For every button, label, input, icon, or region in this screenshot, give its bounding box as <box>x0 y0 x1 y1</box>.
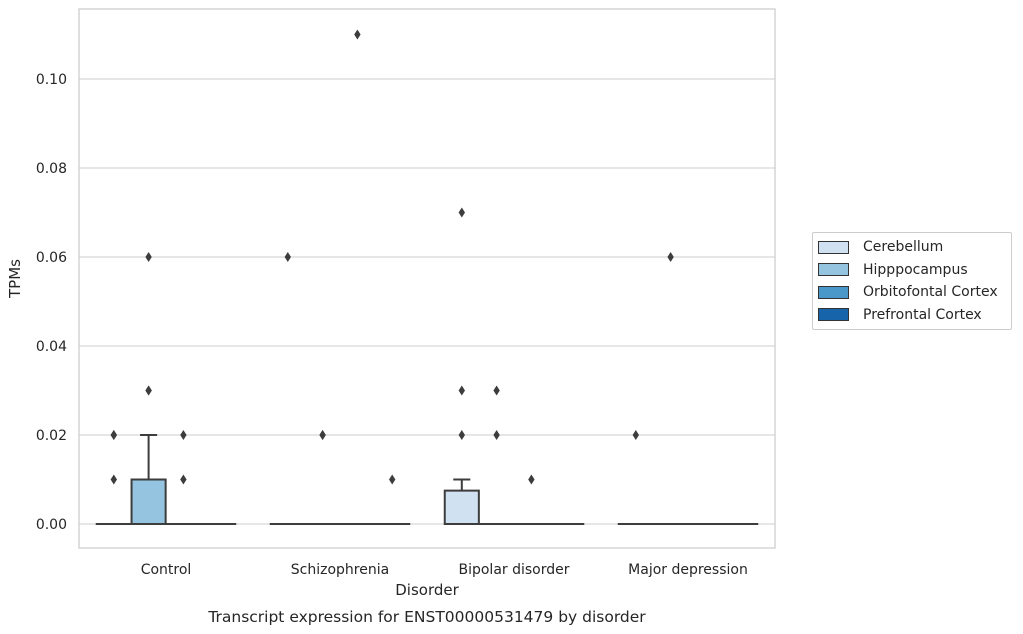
legend-label: Hipppocampus <box>863 261 968 278</box>
x-tick-label: Major depression <box>628 562 748 578</box>
outlier-point <box>493 385 500 396</box>
y-axis-ticks: 0.00 0.02 0.04 0.06 0.08 0.10 <box>36 72 67 533</box>
legend-swatch-hippocampus <box>818 263 849 277</box>
legend-label: Orbitofontal Cortex <box>863 284 998 301</box>
legend-swatch-cerebellum <box>818 240 849 254</box>
x-tick-label: Control <box>141 562 192 578</box>
x-tick-label: Schizophrenia <box>291 562 389 578</box>
outlier-point <box>389 474 396 485</box>
y-axis-label: TPMs <box>6 259 24 299</box>
outlier-point <box>180 430 187 440</box>
legend-label: Prefrontal Cortex <box>863 306 982 323</box>
y-tick-label: 0.02 <box>36 428 67 444</box>
x-tick-label: Bipolar disorder <box>458 562 569 578</box>
box <box>130 478 167 525</box>
outlier-point <box>458 207 465 218</box>
x-axis-label: Disorder <box>395 581 459 599</box>
outlier-point <box>110 474 117 485</box>
outlier-point <box>458 430 465 440</box>
y-tick-label: 0.10 <box>36 72 67 88</box>
outlier-point <box>319 430 326 440</box>
boxes <box>95 434 759 526</box>
outlier-point <box>145 385 152 396</box>
legend-item: Orbitofontal Cortex <box>818 281 1005 304</box>
outlier-point <box>354 29 361 40</box>
legend-swatch-orbitofrontal <box>818 285 849 299</box>
legend-item: Prefrontal Cortex <box>818 304 1005 327</box>
outlier-point <box>667 252 674 262</box>
legend-swatch-prefrontal <box>818 308 849 322</box>
outlier-point <box>145 252 152 262</box>
plot-frame <box>78 8 776 549</box>
outlier-point <box>180 474 187 485</box>
legend: Cerebellum Hipppocampus Orbitofontal Cor… <box>812 232 1012 330</box>
legend-label: Cerebellum <box>863 239 944 256</box>
outlier-point <box>528 474 535 485</box>
outlier-point <box>284 252 291 262</box>
y-tick-label: 0.04 <box>36 339 67 355</box>
outlier-point <box>110 430 117 440</box>
y-tick-label: 0.00 <box>36 517 67 533</box>
grid-lines <box>79 78 775 525</box>
outliers <box>110 29 674 485</box>
y-tick-label: 0.08 <box>36 161 67 177</box>
y-tick-label: 0.06 <box>36 250 67 266</box>
outlier-point <box>493 430 500 440</box>
box <box>443 489 480 525</box>
chart-title: Transcript expression for ENST0000053147… <box>207 608 646 626</box>
outlier-point <box>458 385 465 396</box>
legend-item: Cerebellum <box>818 236 1005 259</box>
x-axis-ticks: Control Schizophrenia Bipolar disorder Majo… <box>141 562 748 578</box>
legend-item: Hipppocampus <box>818 259 1005 282</box>
outlier-point <box>632 430 639 440</box>
